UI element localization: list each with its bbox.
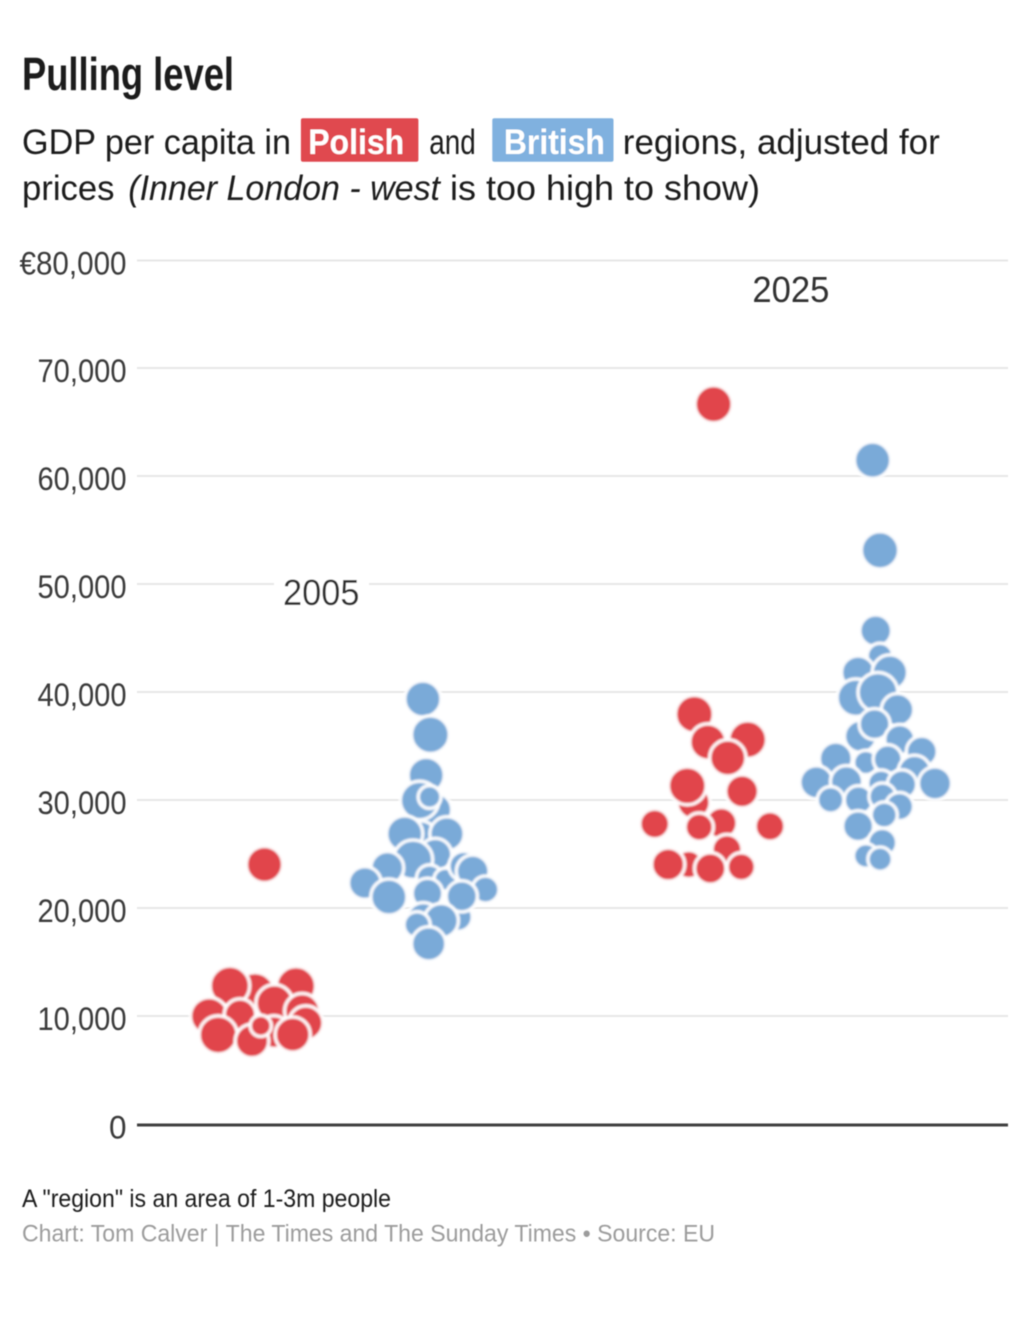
svg-text:Polish: Polish bbox=[308, 123, 404, 162]
svg-text:40,000: 40,000 bbox=[38, 677, 127, 713]
svg-text:prices: prices bbox=[22, 169, 115, 208]
svg-text:regions, adjusted for: regions, adjusted for bbox=[623, 123, 940, 162]
svg-text:and: and bbox=[429, 123, 476, 162]
svg-text:A "region" is an area of 1-3m: A "region" is an area of 1-3m people bbox=[22, 1185, 391, 1213]
svg-text:0: 0 bbox=[109, 1110, 127, 1146]
svg-text:Pulling level: Pulling level bbox=[22, 48, 234, 100]
svg-text:€80,000: €80,000 bbox=[20, 246, 127, 282]
svg-text:70,000: 70,000 bbox=[38, 353, 127, 389]
svg-text:50,000: 50,000 bbox=[38, 569, 127, 605]
svg-text:GDP per capita in: GDP per capita in bbox=[22, 123, 291, 162]
svg-text:2025: 2025 bbox=[752, 269, 829, 310]
svg-text:Chart: Tom Calver | The Times: Chart: Tom Calver | The Times and The Su… bbox=[22, 1221, 715, 1248]
svg-text:is too high to show): is too high to show) bbox=[440, 169, 760, 208]
svg-text:2005: 2005 bbox=[283, 572, 360, 613]
svg-text:30,000: 30,000 bbox=[38, 785, 127, 821]
svg-text:British: British bbox=[504, 123, 605, 162]
svg-text:10,000: 10,000 bbox=[38, 1001, 127, 1037]
svg-text:60,000: 60,000 bbox=[38, 461, 127, 497]
svg-text:20,000: 20,000 bbox=[38, 893, 127, 929]
svg-text:(Inner London - west: (Inner London - west bbox=[128, 169, 441, 208]
